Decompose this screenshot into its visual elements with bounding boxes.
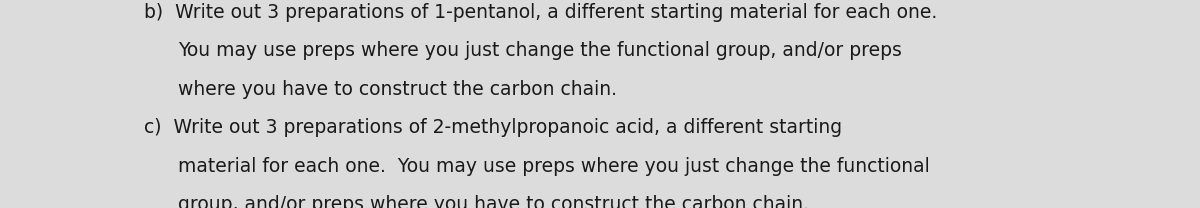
Text: where you have to construct the carbon chain.: where you have to construct the carbon c… [178, 80, 617, 99]
Text: material for each one.  You may use preps where you just change the functional: material for each one. You may use preps… [178, 157, 929, 176]
Text: b)  Write out 3 preparations of 1-pentanol, a different starting material for ea: b) Write out 3 preparations of 1-pentano… [144, 3, 937, 22]
Text: You may use preps where you just change the functional group, and/or preps: You may use preps where you just change … [178, 41, 901, 60]
Text: group, and/or preps where you have to construct the carbon chain.: group, and/or preps where you have to co… [178, 195, 809, 208]
Text: c)  Write out 3 preparations of 2-methylpropanoic acid, a different starting: c) Write out 3 preparations of 2-methylp… [144, 118, 842, 137]
